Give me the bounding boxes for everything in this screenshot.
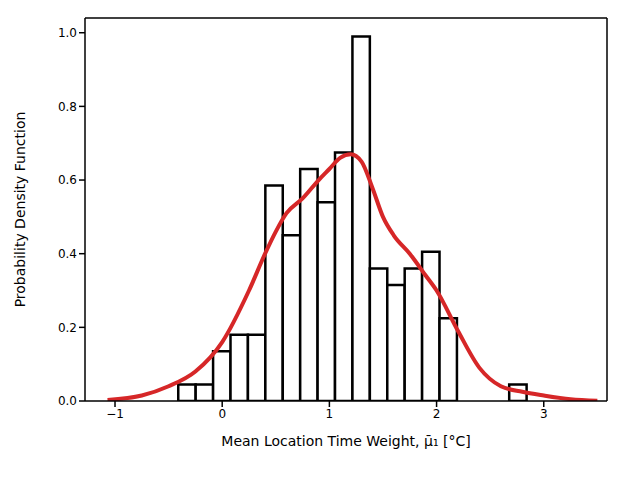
svg-text:0.6: 0.6 <box>58 173 77 187</box>
svg-text:1.0: 1.0 <box>58 26 77 40</box>
svg-text:−1: −1 <box>106 407 124 421</box>
svg-text:0.8: 0.8 <box>58 100 77 114</box>
svg-text:Mean Location Time Weight, μ̄₁: Mean Location Time Weight, μ̄₁ [°C] <box>221 433 470 449</box>
svg-text:0.0: 0.0 <box>58 394 77 408</box>
svg-text:3: 3 <box>540 407 548 421</box>
svg-text:1: 1 <box>326 407 334 421</box>
svg-text:0: 0 <box>218 407 226 421</box>
svg-text:Probability Density Function: Probability Density Function <box>12 112 28 308</box>
svg-text:0.4: 0.4 <box>58 247 77 261</box>
svg-text:0.2: 0.2 <box>58 321 77 335</box>
svg-text:2: 2 <box>433 407 441 421</box>
